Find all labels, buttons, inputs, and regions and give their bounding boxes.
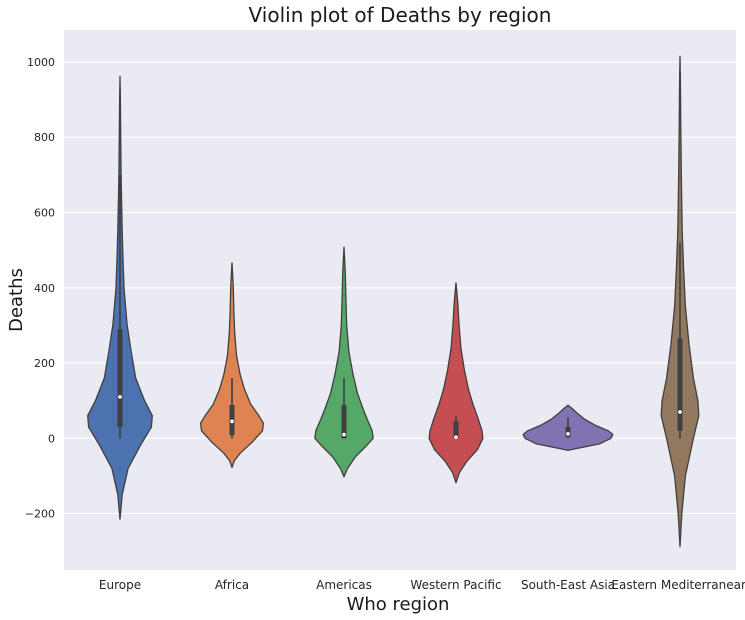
violin-body (314, 246, 374, 478)
x-tick-label: South-East Asia (521, 578, 615, 592)
chart-title: Violin plot of Deaths by region (249, 3, 552, 27)
y-tick-label: 600 (34, 207, 55, 220)
violin-iqr-box (341, 405, 347, 439)
x-tick-label: Western Pacific (410, 578, 501, 592)
y-axis-label: Deaths (6, 268, 27, 332)
x-tick-labels: Europe Africa Americas Western Pacific South… (99, 578, 745, 592)
x-tick-label: Americas (316, 578, 372, 592)
violin-median-point (678, 410, 682, 414)
violin-iqr-box (453, 421, 459, 439)
y-tick-label: −200 (25, 508, 55, 521)
violin-body (199, 262, 265, 469)
violin-median-point (230, 419, 234, 424)
violin-median-point (118, 395, 122, 399)
violin-median-point (342, 432, 346, 437)
plot-background (64, 30, 736, 570)
y-tick-label: 200 (34, 357, 55, 370)
x-tick-label: Africa (215, 578, 249, 592)
y-tick-label: 400 (34, 282, 55, 295)
violin-iqr-box (677, 338, 683, 431)
y-tick-label: 800 (34, 131, 55, 144)
y-tick-label: 1000 (27, 56, 55, 69)
y-tick-label: 0 (48, 432, 55, 445)
violin-median-point (454, 435, 458, 439)
y-tick-labels: −200 0 200 400 600 800 1000 (25, 56, 55, 521)
violin-iqr-box (117, 329, 123, 428)
violins-group (87, 55, 700, 548)
violin-median-point (566, 431, 570, 436)
x-tick-label: Eastern Mediterranean (611, 578, 745, 592)
violin-body (428, 282, 484, 484)
x-axis-label: Who region (347, 594, 450, 615)
grid-lines (64, 61, 736, 515)
x-tick-label: Europe (99, 578, 141, 592)
